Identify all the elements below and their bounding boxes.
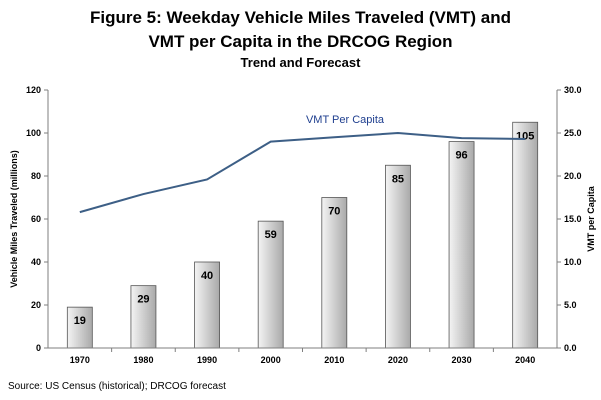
right-tick-label: 15.0 <box>564 214 582 224</box>
y2-axis-label: VMT per Capita <box>586 185 596 252</box>
right-tick-label: 20.0 <box>564 171 582 181</box>
chart-title-line1: Figure 5: Weekday Vehicle Miles Traveled… <box>89 8 512 27</box>
bar-label-2010: 70 <box>328 206 340 218</box>
bar-label-2030: 96 <box>455 150 467 162</box>
bar-1990 <box>194 261 220 349</box>
left-tick-label: 80 <box>31 171 41 181</box>
bar-2010 <box>321 197 348 349</box>
vmt-per-capita-line <box>79 131 526 214</box>
x-tick-label-1980: 1980 <box>133 355 153 365</box>
bar-2020 <box>385 164 411 349</box>
x-tick-label-1970: 1970 <box>70 355 90 365</box>
chart-axes <box>47 90 558 349</box>
right-tick-label: 5.0 <box>564 300 577 310</box>
left-tick-label: 0 <box>36 343 41 353</box>
bar-1970 <box>66 306 93 349</box>
right-tick-label: 30.0 <box>564 85 582 95</box>
y-axis-label: Vehicle Miles Traveled (millions) <box>9 150 19 288</box>
x-tick-label-2000: 2000 <box>261 355 281 365</box>
left-tick-label: 60 <box>31 214 41 224</box>
x-tick-label-2030: 2030 <box>452 355 472 365</box>
bar-label-2020: 85 <box>392 173 404 185</box>
bar-label-2000: 59 <box>265 229 277 241</box>
left-tick-label: 100 <box>26 128 41 138</box>
x-tick-label-2010: 2010 <box>324 355 344 365</box>
left-axis-ticks: 0 20 40 60 80 100 120 <box>26 85 48 353</box>
chart-title-line2: VMT per Capita in the DRCOG Region <box>148 32 453 51</box>
bar-label-2040: 105 <box>516 130 534 142</box>
bar-label-1970: 19 <box>74 315 86 327</box>
left-tick-label: 120 <box>26 85 41 95</box>
right-axis-ticks: 0.0 5.0 10.0 15.0 20.0 25.0 30.0 <box>557 85 582 353</box>
right-tick-label: 0.0 <box>564 343 577 353</box>
x-tick-label-2040: 2040 <box>515 355 535 365</box>
x-tick-label-2020: 2020 <box>388 355 408 365</box>
line-series-label: VMT Per Capita <box>306 114 385 126</box>
left-tick-label: 20 <box>31 300 41 310</box>
right-tick-label: 25.0 <box>564 128 582 138</box>
right-tick-label: 10.0 <box>564 257 582 267</box>
bar-2040 <box>512 121 539 349</box>
x-axis-ticks: 1970 1980 1990 2000 2010 2020 2030 2040 <box>70 348 535 365</box>
source-note: Source: US Census (historical); DRCOG fo… <box>8 381 226 392</box>
left-tick-label: 40 <box>31 257 41 267</box>
bar-label-1990: 40 <box>201 270 213 282</box>
bar-label-1980: 29 <box>137 294 149 306</box>
bar-series: 19 29 40 59 70 85 96 105 <box>66 121 539 349</box>
line-series <box>79 131 526 214</box>
bar-2030 <box>448 141 475 349</box>
bar-2000 <box>257 220 284 349</box>
chart-subtitle: Trend and Forecast <box>240 55 361 70</box>
bar-1980 <box>130 285 157 349</box>
x-tick-label-1990: 1990 <box>197 355 217 365</box>
